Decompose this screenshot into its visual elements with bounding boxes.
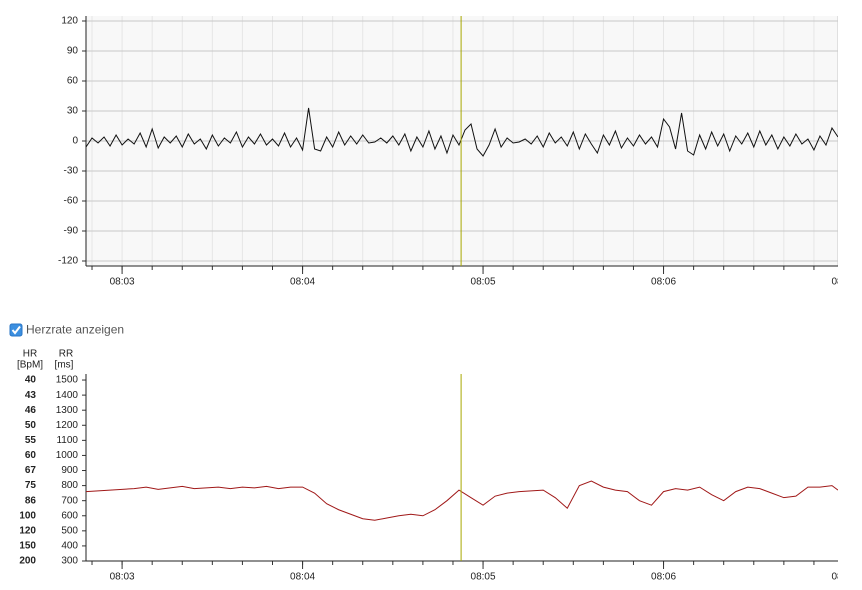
x-tick-label: 08:03: [110, 572, 135, 583]
y-tick-label: 700: [61, 495, 78, 506]
y-tick-label: 1100: [56, 435, 78, 446]
y-tick-label: 60: [67, 76, 79, 87]
hr-tick-label: 67: [25, 465, 37, 476]
y-tick-label: 400: [61, 541, 78, 552]
hr-tick-label: 150: [19, 541, 36, 552]
y-tick-label: 900: [61, 465, 78, 476]
x-tick-label: 08:05: [471, 277, 496, 288]
y-tick-label: 800: [61, 480, 78, 491]
x-tick-label: 08:03: [110, 277, 135, 288]
hr-tick-label: 100: [19, 510, 36, 521]
x-tick-label: 08:07: [832, 572, 857, 583]
y-tick-label: -90: [64, 226, 79, 237]
hr-tick-label: 55: [25, 435, 37, 446]
y-tick-label: 600: [61, 510, 78, 521]
checkbox-label[interactable]: Herzrate anzeigen: [26, 323, 124, 337]
y-tick-label: 1500: [56, 375, 79, 386]
hr-tick-label: 40: [25, 375, 37, 386]
chart: 1500 40 1400 43 1300 46 1200 50 1100 55 1000 60 900 6…: [17, 349, 857, 583]
y-tick-label: -30: [64, 166, 79, 177]
hr-tick-label: 46: [25, 405, 37, 416]
hr-tick-label: 50: [25, 420, 37, 431]
y-tick-label: -120: [58, 256, 78, 267]
hr-tick-label: 200: [19, 556, 36, 567]
line: [85, 107, 838, 157]
hr-tick-label: 60: [25, 450, 37, 461]
y-tick-label: 1400: [56, 390, 79, 401]
y-tick-label: 120: [61, 16, 78, 27]
line: [85, 480, 838, 521]
checkbox[interactable]: Herzrate anzeigen: [9, 323, 124, 337]
hr-tick-label: 75: [25, 480, 37, 491]
hr-tick-label: 120: [19, 525, 36, 536]
hr-tick-label: 43: [25, 390, 37, 401]
x-tick-label: 08:04: [290, 572, 315, 583]
hr-unit: [BpM]: [17, 360, 43, 371]
x-tick-label: 08:06: [651, 277, 676, 288]
rr-unit: [ms]: [55, 360, 74, 371]
y-tick-label: 500: [61, 525, 78, 536]
x-tick-label: 08:05: [471, 572, 496, 583]
checkbox-check[interactable]: [11, 325, 21, 335]
y-tick-label: 0: [72, 136, 78, 147]
hr-label: HR: [23, 349, 37, 360]
y-tick-label: 1200: [56, 420, 79, 431]
y-tick-label: 1300: [56, 405, 79, 416]
x-tick-label: 08:06: [651, 572, 676, 583]
y-tick-label: -60: [64, 196, 79, 207]
x-tick-label: 08:04: [290, 277, 315, 288]
y-tick-label: 90: [67, 46, 79, 57]
y-tick-label: 1000: [56, 450, 79, 461]
plot-area: [86, 374, 838, 561]
rr-label: RR: [59, 349, 73, 360]
y-tick-label: 30: [67, 106, 79, 117]
chart: 120 90 60 30 0 -30 -60 -90 -120 08:03 08:04 08:05 08…: [58, 16, 857, 288]
hr-tick-label: 86: [25, 495, 37, 506]
x-tick-label: 08:07: [832, 277, 857, 288]
y-tick-label: 300: [61, 556, 78, 567]
checkbox-box[interactable]: [9, 323, 23, 337]
